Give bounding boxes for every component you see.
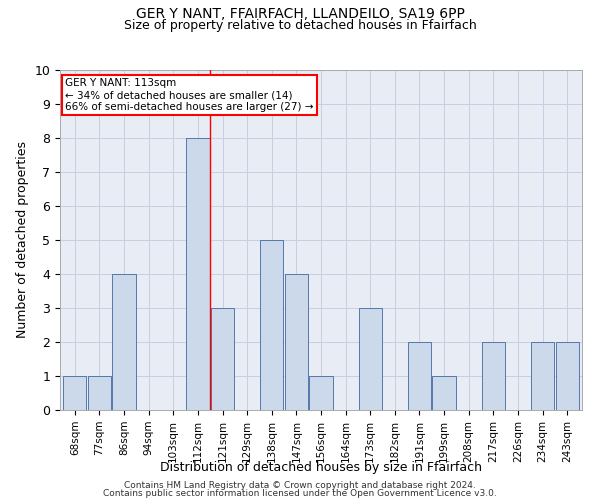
Text: Contains HM Land Registry data © Crown copyright and database right 2024.: Contains HM Land Registry data © Crown c… bbox=[124, 481, 476, 490]
Text: Size of property relative to detached houses in Ffairfach: Size of property relative to detached ho… bbox=[124, 19, 476, 32]
Bar bbox=[359, 308, 382, 410]
Bar bbox=[112, 274, 136, 410]
Bar bbox=[408, 342, 431, 410]
Text: Contains public sector information licensed under the Open Government Licence v3: Contains public sector information licen… bbox=[103, 489, 497, 498]
Text: Distribution of detached houses by size in Ffairfach: Distribution of detached houses by size … bbox=[160, 461, 482, 474]
Bar bbox=[88, 376, 111, 410]
Bar bbox=[433, 376, 456, 410]
Bar bbox=[556, 342, 579, 410]
Bar bbox=[284, 274, 308, 410]
Bar bbox=[186, 138, 209, 410]
Bar bbox=[310, 376, 332, 410]
Bar bbox=[482, 342, 505, 410]
Text: GER Y NANT: 113sqm
← 34% of detached houses are smaller (14)
66% of semi-detache: GER Y NANT: 113sqm ← 34% of detached hou… bbox=[65, 78, 314, 112]
Bar bbox=[63, 376, 86, 410]
Y-axis label: Number of detached properties: Number of detached properties bbox=[16, 142, 29, 338]
Text: GER Y NANT, FFAIRFACH, LLANDEILO, SA19 6PP: GER Y NANT, FFAIRFACH, LLANDEILO, SA19 6… bbox=[136, 8, 464, 22]
Bar bbox=[531, 342, 554, 410]
Bar bbox=[260, 240, 283, 410]
Bar bbox=[211, 308, 234, 410]
